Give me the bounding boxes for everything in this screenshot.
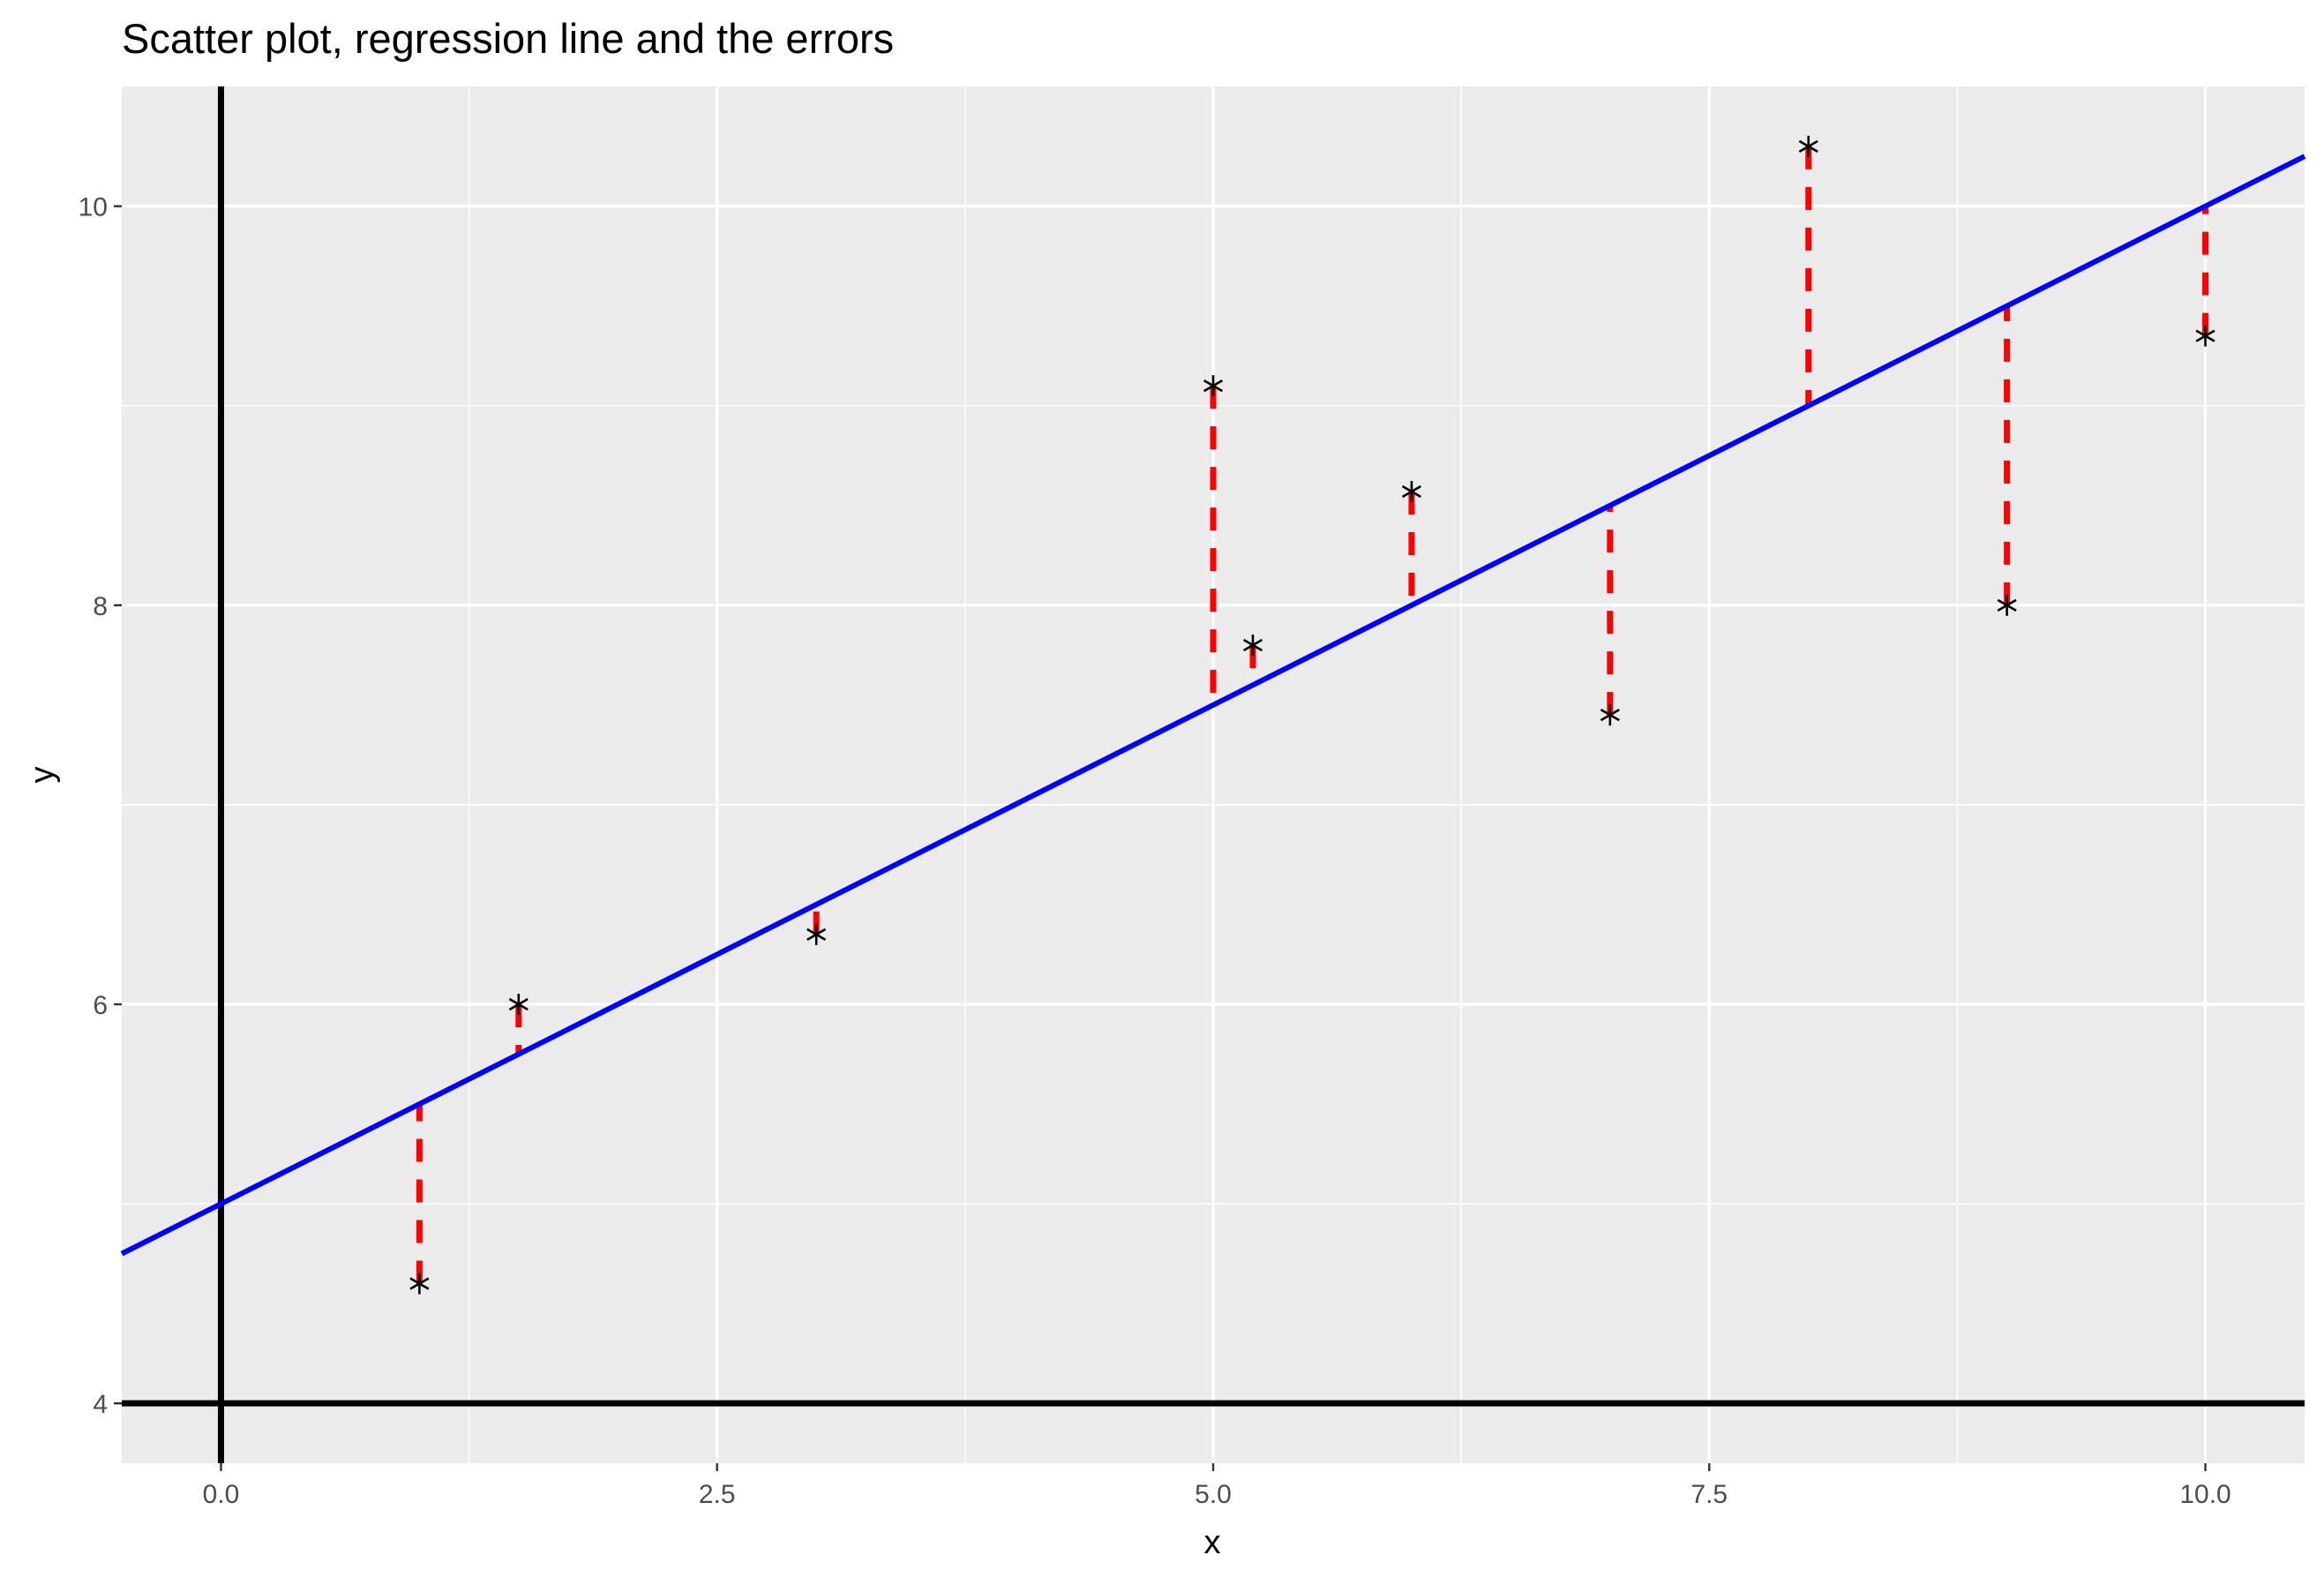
data-point-stroke (508, 997, 529, 1011)
y-tick-label: 8 (93, 592, 108, 621)
regression-line-group (120, 154, 2306, 1257)
data-point-stroke (409, 1277, 430, 1290)
data-point-stroke (1203, 379, 1224, 393)
y-tick-label: 10 (79, 193, 108, 222)
data-point (1242, 635, 1263, 657)
error-segments (416, 146, 2209, 1284)
x-tick-label: 5.0 (1195, 1480, 1232, 1509)
data-point-stroke (1401, 485, 1421, 499)
x-tick-label: 2.5 (699, 1480, 736, 1509)
y-axis-title: y (24, 767, 61, 784)
data-point-stroke (806, 928, 827, 941)
x-tick-label: 10.0 (2179, 1480, 2230, 1509)
data-point-stroke (1997, 598, 2017, 612)
y-tick-label: 6 (93, 991, 108, 1020)
data-point (409, 1273, 430, 1295)
y-axis-ticks: 4 6 8 10 (79, 193, 122, 1419)
regression-line (120, 154, 2306, 1257)
reference-lines (122, 86, 2305, 1463)
x-axis-title: x (1204, 1524, 1221, 1561)
data-point-stroke (1600, 709, 1620, 722)
data-point (806, 923, 827, 945)
data-point (1997, 594, 2017, 616)
data-point (508, 994, 529, 1015)
y-tick-label: 4 (93, 1390, 108, 1419)
data-point-stroke (1242, 638, 1263, 652)
data-point (1401, 480, 1421, 502)
data-point (1203, 375, 1224, 397)
chart-title: Scatter plot, regression line and the er… (122, 15, 894, 62)
x-axis-ticks: 0.0 2.5 5.0 7.5 10.0 (203, 1463, 2231, 1509)
data-points (409, 135, 2215, 1295)
data-point-stroke (1798, 139, 1818, 153)
data-point (2195, 325, 2215, 347)
data-point (1798, 135, 1818, 157)
data-point-stroke (2195, 329, 2215, 342)
x-tick-label: 0.0 (203, 1480, 240, 1509)
x-tick-label: 7.5 (1691, 1480, 1728, 1509)
data-point (1600, 704, 1620, 726)
